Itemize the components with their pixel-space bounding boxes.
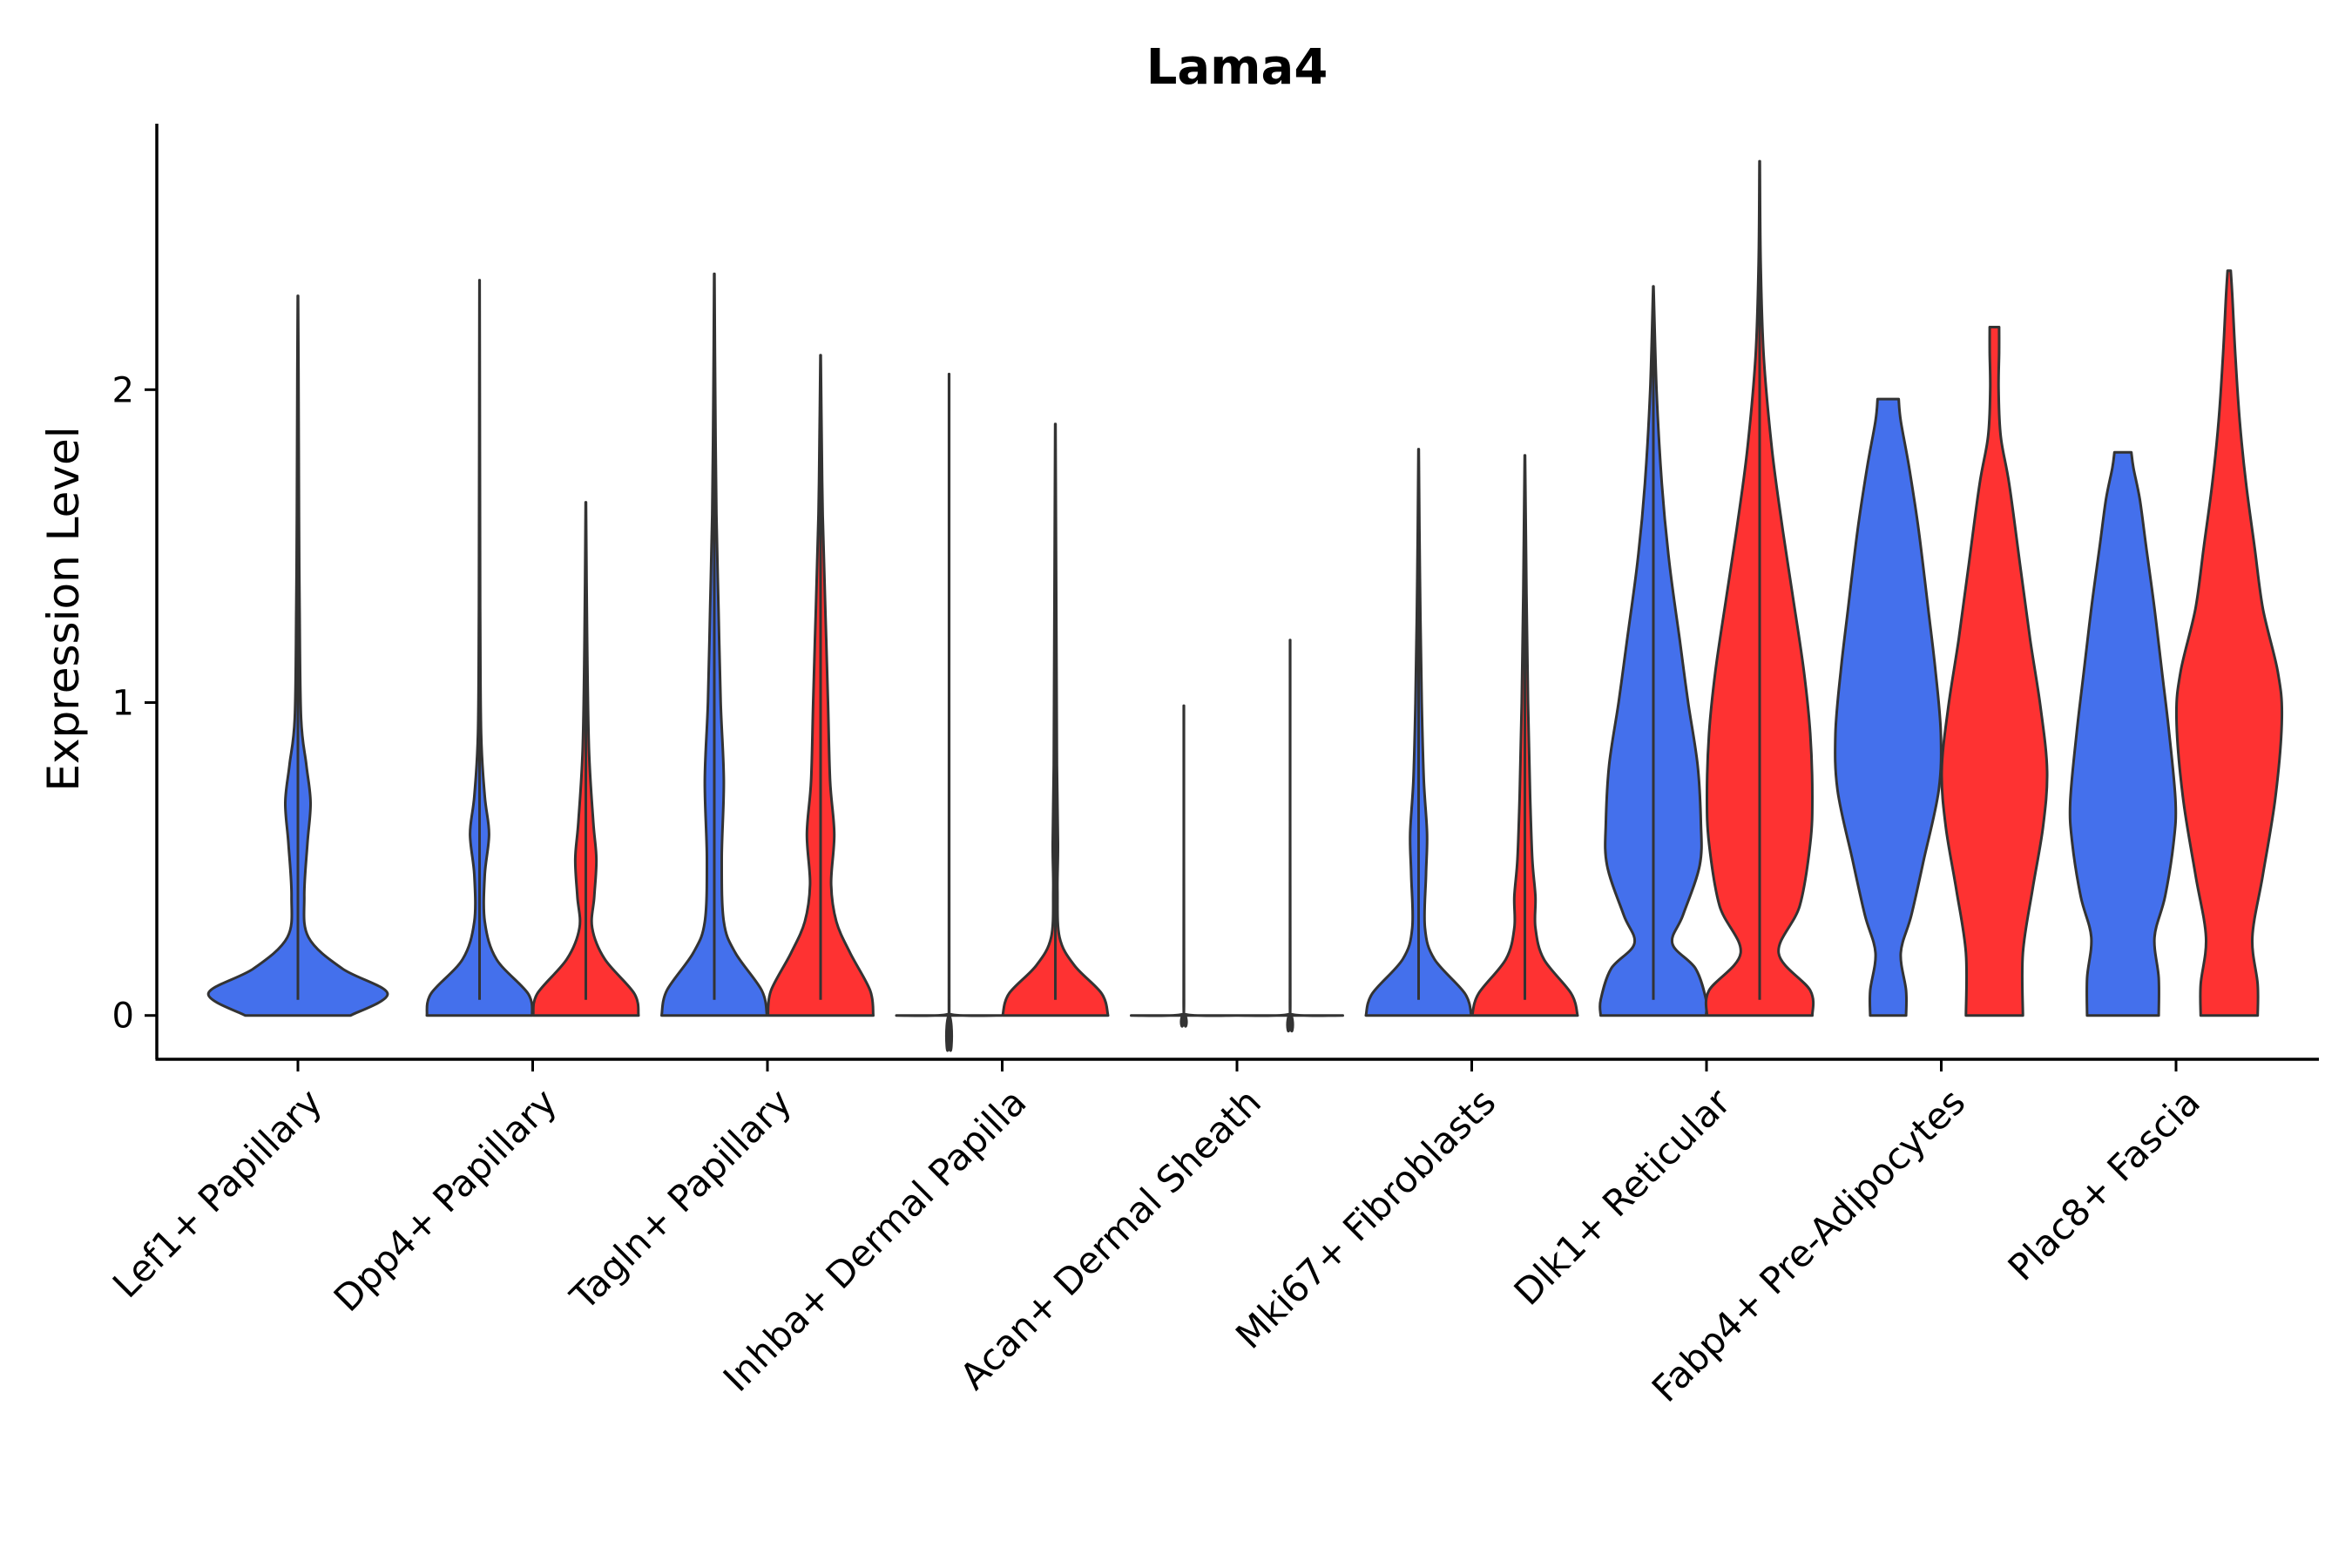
x-tick-label: Mki67+ Fibroblasts	[1227, 1080, 1504, 1356]
violin-2-blue	[660, 272, 768, 1017]
violin-1-red	[531, 501, 640, 1017]
violin-body	[1940, 326, 2049, 1017]
violin-5-red	[1470, 454, 1579, 1017]
violin-2-red	[767, 354, 875, 1017]
violin-5-blue	[1364, 448, 1473, 1017]
violin-3-red	[1001, 422, 1110, 1017]
violins-layer	[206, 159, 2284, 1052]
violin-4-blue	[1130, 704, 1238, 1028]
y-tick-label: 1	[112, 684, 134, 724]
violin-body	[2174, 269, 2284, 1017]
x-tick-label: Dlk1+ Reticular	[1505, 1080, 1739, 1314]
x-tick-label: Tagln+ Papillary	[562, 1080, 800, 1318]
x-tick-label: Dpp4+ Papillary	[326, 1080, 565, 1320]
x-tick-label: Plac8+ Fascia	[2000, 1080, 2208, 1288]
violin-8-blue	[2068, 450, 2178, 1017]
y-tick-label: 2	[112, 370, 134, 410]
violin-body	[1834, 397, 1943, 1017]
chart-title: Lama4	[1146, 39, 1328, 96]
violin-0-blue	[206, 294, 389, 1017]
violin-6-blue	[1598, 285, 1708, 1017]
violin-7-blue	[1834, 397, 1943, 1017]
violin-4-red	[1236, 639, 1344, 1033]
violin-7-red	[1940, 326, 2049, 1017]
violin-1-blue	[425, 279, 534, 1017]
violin-3-blue	[895, 372, 1004, 1052]
y-axis-label: Expression Level	[38, 426, 89, 791]
violin-body	[2068, 450, 2178, 1017]
x-tick-label: Lef1+ Papillary	[105, 1080, 330, 1306]
y-tick-label: 0	[112, 997, 134, 1037]
violin-6-red	[1704, 159, 1815, 1017]
violin-8-red	[2174, 269, 2284, 1017]
